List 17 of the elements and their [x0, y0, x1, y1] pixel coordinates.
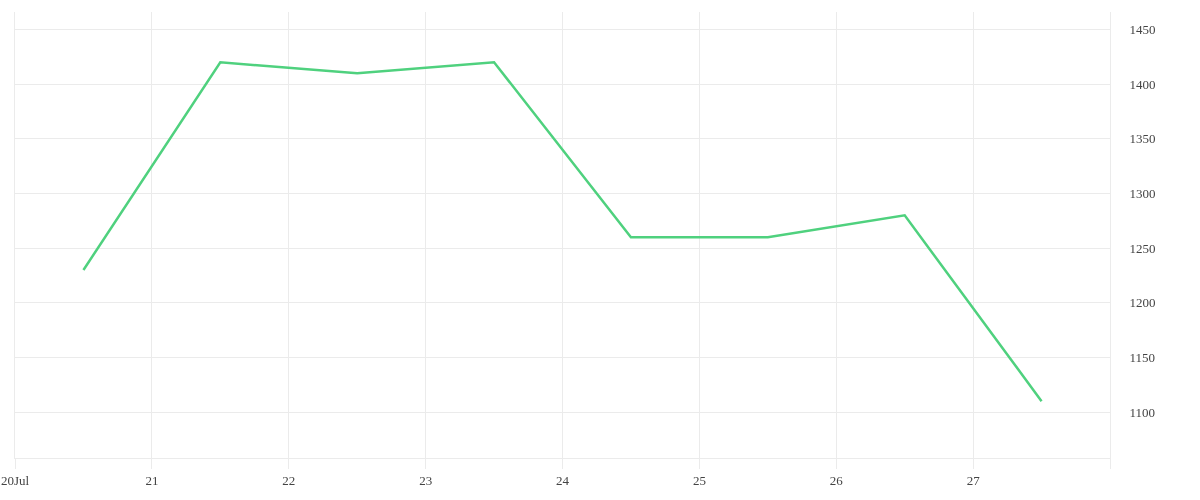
x-tick-label: 23 [419, 472, 433, 488]
x-tick-label: 26 [829, 472, 844, 488]
y-tick-label: 1200 [1129, 295, 1156, 311]
x-tick-label: 22 [282, 472, 296, 488]
y-tick-label: 1400 [1129, 76, 1156, 92]
x-tick-label: 27 [966, 472, 981, 488]
x-tick-label: 20Jul [0, 472, 30, 488]
y-tick-label: 1250 [1129, 240, 1156, 256]
y-tick-label: 1300 [1129, 186, 1156, 202]
y-tick-label: 1350 [1129, 131, 1156, 147]
x-tick-label: 25 [692, 472, 706, 488]
line-series [82, 61, 1043, 403]
y-tick-label: 1450 [1129, 22, 1156, 38]
x-tick-label: 24 [556, 472, 570, 488]
x-tick-label: 21 [145, 472, 159, 488]
y-tick-label: 1150 [1129, 349, 1156, 365]
y-tick-label: 1100 [1129, 404, 1156, 420]
